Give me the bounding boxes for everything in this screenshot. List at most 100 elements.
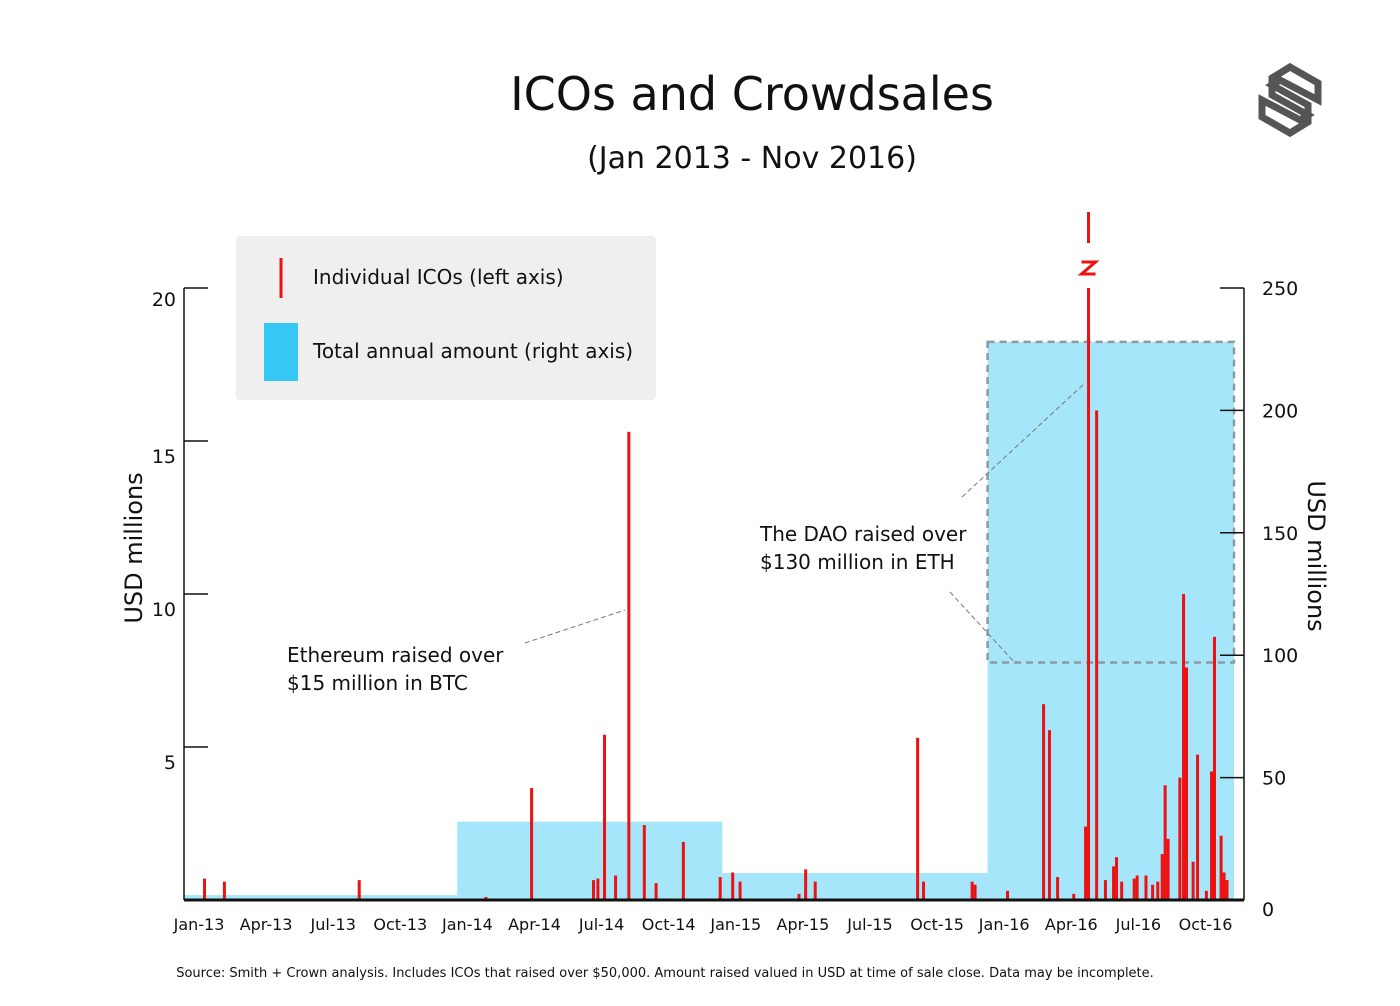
ico-spike-39 xyxy=(1156,881,1160,900)
x-tick-label: Oct-13 xyxy=(373,915,427,934)
x-tick-label: Apr-13 xyxy=(240,915,293,934)
logo xyxy=(1258,62,1322,138)
ico-spike-0 xyxy=(203,878,207,900)
ico-spike-42 xyxy=(1166,838,1170,900)
ico-spike-51 xyxy=(1219,835,1223,900)
x-tick-label: Jan-16 xyxy=(978,915,1030,934)
x-tick-label: Apr-14 xyxy=(508,915,561,934)
ico-spike-37 xyxy=(1144,875,1148,900)
source-note: Source: Smith + Crown analysis. Includes… xyxy=(176,966,1154,981)
ico-spike-52 xyxy=(1222,872,1226,900)
ico-spike-40 xyxy=(1160,854,1164,900)
ico-spike-53 xyxy=(1225,880,1229,900)
annotation-dao-line2: $130 million in ETH xyxy=(760,550,955,574)
x-tick-label: Jan-14 xyxy=(441,915,493,934)
legend-background xyxy=(236,236,656,400)
annotation-dao: The DAO raised over $130 million in ETH xyxy=(759,382,1086,664)
chart-subtitle: (Jan 2013 - Nov 2016) xyxy=(587,141,917,176)
ico-spike-36 xyxy=(1135,875,1139,900)
ico-spike-16 xyxy=(797,893,801,900)
ico-spike-28 xyxy=(1084,826,1088,900)
ico-spike-41 xyxy=(1163,785,1167,900)
y-left-tick-label: 15 xyxy=(152,446,176,468)
y-left-tick-label: 10 xyxy=(152,599,176,621)
ico-spike-2 xyxy=(357,880,361,900)
ico-spike-25 xyxy=(1047,730,1051,900)
ico-spike-6 xyxy=(596,878,600,900)
axis-break-icon xyxy=(1077,260,1100,276)
ico-spike-48 xyxy=(1204,890,1208,900)
ico-spike-27 xyxy=(1072,893,1076,900)
ico-spike-14 xyxy=(731,872,735,900)
y-axis-left-label: USD millions xyxy=(120,472,148,623)
y-right-tick-label: 50 xyxy=(1262,768,1286,790)
ico-spike-29 xyxy=(1087,288,1091,900)
annotation-dao-line1: The DAO raised over xyxy=(759,522,967,546)
y-right-tick-label: 200 xyxy=(1262,400,1298,422)
ico-spike-7 xyxy=(603,734,607,900)
ico-spike-49 xyxy=(1210,771,1214,900)
ico-spike-35 xyxy=(1132,878,1136,900)
ico-spike-13 xyxy=(718,877,722,900)
ico-spike-17 xyxy=(804,869,808,900)
x-tick-label: Oct-14 xyxy=(642,915,696,934)
x-tick-label: Jul-16 xyxy=(1115,915,1161,934)
ico-spike-3 xyxy=(484,896,488,900)
x-tick-label: Oct-16 xyxy=(1179,915,1233,934)
ico-spike-9 xyxy=(627,431,631,900)
ico-spike-26 xyxy=(1056,877,1060,900)
ico-spike-19 xyxy=(916,737,920,900)
annotation-ethereum-line1: Ethereum raised over xyxy=(287,643,504,667)
ico-spike-21 xyxy=(970,881,974,900)
ico-spike-12 xyxy=(681,841,685,900)
x-tick-label: Jul-15 xyxy=(846,915,892,934)
ico-spike-44 xyxy=(1182,594,1186,900)
ico-spike-47 xyxy=(1196,754,1200,900)
annual-bar-2013 xyxy=(184,895,458,900)
ico-spike-43 xyxy=(1178,777,1182,900)
ico-spike-38 xyxy=(1151,884,1155,900)
legend-label-annual: Total annual amount (right axis) xyxy=(312,339,633,363)
ico-spike-5 xyxy=(591,880,595,900)
ico-spike-32 xyxy=(1112,866,1116,900)
legend-label-ico: Individual ICOs (left axis) xyxy=(313,265,564,289)
ico-spike-30 xyxy=(1095,410,1099,900)
ico-spike-22 xyxy=(973,884,977,900)
x-tick-label: Jan-13 xyxy=(173,915,225,934)
ico-spike-46 xyxy=(1191,861,1195,900)
ico-spike-1 xyxy=(222,881,226,900)
ico-spike-10 xyxy=(642,825,646,900)
ico-spike-50 xyxy=(1212,636,1216,900)
chart-title: ICOs and Crowdsales xyxy=(510,67,994,121)
ico-spike-24 xyxy=(1042,704,1046,900)
ico-spike-45 xyxy=(1185,667,1188,900)
legend: Individual ICOs (left axis) Total annual… xyxy=(236,236,656,400)
y-axis-right-label: USD millions xyxy=(1302,480,1330,631)
y-left-tick-label: 20 xyxy=(152,289,176,311)
annual-bar-2014 xyxy=(457,821,723,900)
ico-spike-23 xyxy=(1005,890,1009,900)
y-left-tick-label: 5 xyxy=(164,752,176,774)
x-tick-label: Jul-13 xyxy=(309,915,355,934)
y-right-tick-label: 0 xyxy=(1262,899,1274,921)
dao-portion-outline xyxy=(986,340,1236,664)
ico-spike-11 xyxy=(654,883,658,900)
annual-bar-2015 xyxy=(722,873,988,900)
ico-spike-31 xyxy=(1103,880,1107,900)
annotation-ethereum: Ethereum raised over $15 million in BTC xyxy=(287,609,626,695)
y-right-tick-label: 250 xyxy=(1262,278,1298,300)
x-tick-label: Jul-14 xyxy=(578,915,624,934)
ico-spike-33 xyxy=(1115,857,1119,900)
ico-spike-18 xyxy=(813,881,817,900)
ico-spike-15 xyxy=(738,881,742,900)
x-tick-label: Oct-15 xyxy=(910,915,964,934)
annual-bars xyxy=(184,340,1236,901)
ico-spikes xyxy=(203,212,1229,900)
ico-spike-4 xyxy=(530,788,534,900)
ico-spike-34 xyxy=(1120,881,1124,900)
legend-swatch-annual xyxy=(264,323,298,381)
y-right-tick-label: 100 xyxy=(1262,645,1298,667)
annotation-ethereum-line2: $15 million in BTC xyxy=(287,671,468,695)
